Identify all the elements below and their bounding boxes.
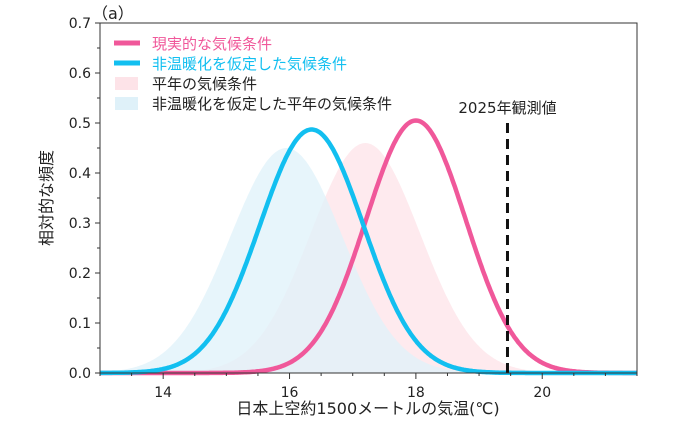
panel-label: （a）: [92, 4, 134, 23]
axes: 0.0 0.1 0.2 0.3 0.4 0.5 0.6 0.7 14 16 18 20: [69, 16, 638, 401]
x-axis-label: 日本上空約1500メートルの気温(℃): [236, 399, 499, 418]
y-tick-label: 0.4: [69, 166, 91, 182]
legend-label: 非温暖化を仮定した気候条件: [152, 55, 347, 73]
y-tick-label: 0.2: [69, 266, 91, 282]
x-tick-label: 20: [533, 385, 551, 401]
y-tick-label: 0.6: [69, 66, 91, 82]
legend-label: 非温暖化を仮定した平年の気候条件: [152, 95, 392, 113]
annotation: 2025年観測値: [458, 99, 557, 373]
y-tick-label: 0.7: [69, 16, 91, 32]
y-tick-label: 0.1: [69, 316, 91, 332]
legend-swatch-fill: [115, 97, 138, 110]
series-fill-2: [100, 143, 637, 373]
y-tick-label: 0.0: [69, 366, 91, 382]
y-tick-label: 0.3: [69, 216, 91, 232]
legend-swatch-fill: [115, 77, 138, 90]
observation-label: 2025年観測値: [458, 99, 556, 117]
series-fill-3: [100, 148, 637, 373]
x-tick-label: 18: [407, 385, 425, 401]
fill-layer: [100, 143, 637, 373]
legend-label: 現実的な気候条件: [152, 35, 272, 53]
x-tick-label: 16: [281, 385, 299, 401]
y-tick-label: 0.5: [69, 116, 91, 132]
y-axis-label: 相対的な頻度: [37, 150, 56, 246]
legend-label: 平年の気候条件: [152, 75, 257, 93]
legend: 現実的な気候条件非温暖化を仮定した気候条件平年の気候条件非温暖化を仮定した平年の…: [114, 35, 392, 113]
x-tick-label: 14: [154, 385, 172, 401]
